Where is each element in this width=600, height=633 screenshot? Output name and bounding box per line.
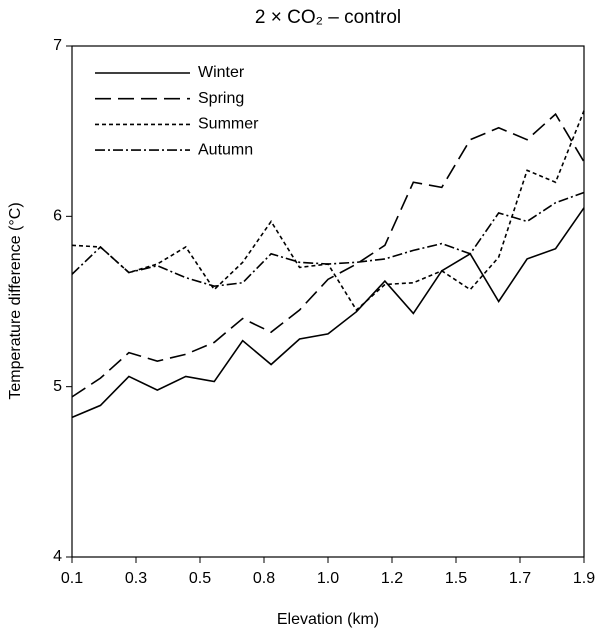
series-line: [71, 191, 585, 287]
x-tick-label: 1.5: [445, 570, 467, 587]
legend-label: Autumn: [198, 141, 253, 158]
x-tick-label: 1.7: [509, 570, 531, 587]
y-tick-label: 5: [53, 378, 62, 395]
x-tick-label: 0.8: [253, 570, 275, 587]
x-tick-label: 1.9: [573, 570, 595, 587]
chart-title: 2 × CO₂ – control: [255, 7, 401, 28]
series-line: [71, 207, 585, 419]
series-line: [71, 112, 585, 398]
y-axis-label: Temperature difference (°C): [7, 202, 24, 399]
x-tick-label: 0.1: [61, 570, 83, 587]
y-tick-label: 4: [53, 548, 62, 565]
plot-frame: [71, 45, 585, 558]
y-tick-label: 7: [53, 37, 62, 54]
x-axis-label: Elevation (km): [277, 611, 379, 628]
x-tick-label: 1.2: [381, 570, 403, 587]
x-tick-label: 1.0: [317, 570, 339, 587]
legend-label: Spring: [198, 90, 244, 107]
x-tick-label: 0.3: [125, 570, 147, 587]
legend-label: Summer: [198, 116, 259, 133]
legend-label: Winter: [198, 64, 245, 81]
y-tick-label: 6: [53, 208, 62, 225]
x-tick-label: 0.5: [189, 570, 211, 587]
